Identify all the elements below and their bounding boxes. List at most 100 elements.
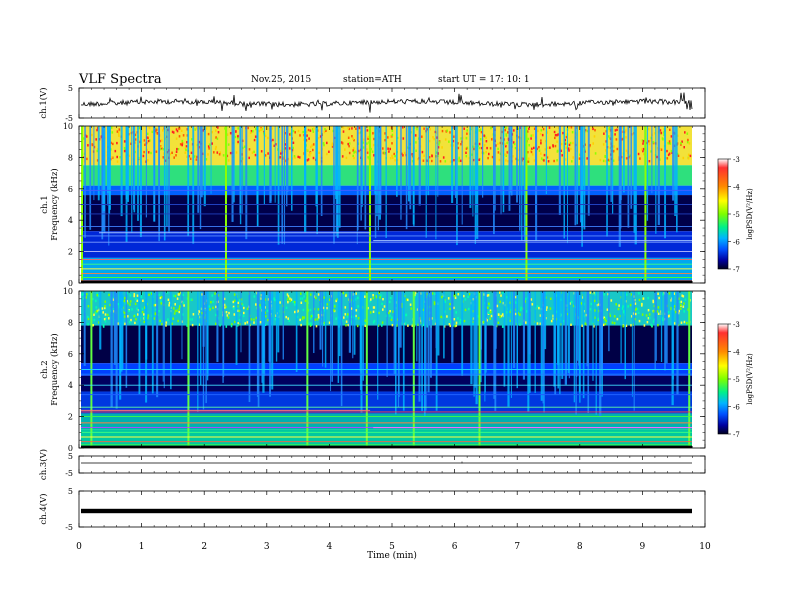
spectrogram-speckle (389, 314, 391, 317)
spectrogram-speckle (174, 309, 177, 313)
spectrogram-speckle (438, 141, 441, 144)
spectrogram-speckle (246, 321, 249, 324)
spectrogram-speckle (219, 324, 221, 327)
spectrogram-speckle (613, 145, 615, 148)
spectrogram-speckle (552, 317, 554, 320)
spectrogram-speckle (175, 154, 177, 157)
spectrogram-speckle (293, 301, 296, 304)
spectrogram-speckle (134, 321, 136, 325)
impulse-streak (651, 126, 653, 194)
spectrogram-speckle (350, 315, 353, 318)
spectrogram-speckle (136, 299, 139, 302)
impulse-streak (425, 291, 427, 411)
spectrogram-speckle (622, 325, 624, 328)
spectrogram-speckle (289, 299, 291, 303)
spectrogram-speckle (308, 154, 310, 157)
spectrogram-speckle (643, 152, 645, 156)
impulse-streak (316, 126, 318, 235)
spectrogram-speckle (487, 306, 489, 309)
spectrogram-speckle (323, 130, 326, 134)
impulse-streak (108, 126, 111, 214)
impulse-streak (631, 291, 633, 397)
spectrogram-base (81, 445, 692, 448)
spectrogram-speckle (372, 306, 375, 309)
spectrogram-speckle (647, 296, 649, 300)
spectrogram-speckle (389, 157, 392, 160)
spectrogram-speckle (373, 319, 376, 323)
spectrogram-speckle (294, 156, 296, 159)
spectrogram-speckle (109, 303, 111, 307)
impulse-streak (263, 126, 266, 205)
spectrogram-speckle (96, 310, 98, 313)
spectrogram-speckle (454, 324, 456, 328)
spectrogram-speckle (612, 159, 615, 162)
spectrogram-speckle (127, 315, 129, 318)
spectrogram-speckle (366, 142, 368, 145)
spectrogram-speckle (233, 299, 236, 302)
spectrogram-speckle (253, 321, 255, 324)
spectrogram-speckle (131, 308, 133, 311)
spectrogram-speckle (678, 309, 680, 313)
impulse-streak (654, 291, 656, 371)
spectrogram-speckle (362, 146, 365, 149)
spectrogram-speckle (356, 324, 359, 328)
impulse-streak (510, 126, 512, 193)
impulse-streak (606, 126, 608, 237)
spectrogram-speckle (486, 294, 488, 297)
spectrogram-speckle (457, 293, 460, 296)
spectrogram-speckle (169, 152, 172, 156)
spectrogram-speckle (87, 323, 89, 326)
spectrogram-speckle (443, 310, 446, 313)
spectrogram-speckle (668, 292, 671, 295)
spectrogram-speckle (193, 155, 196, 158)
spectrogram-speckle (463, 127, 465, 130)
spectrogram-speckle (293, 155, 296, 158)
spectrogram-speckle (477, 315, 479, 318)
impulse-streak (153, 126, 155, 202)
spectrogram-speckle (167, 318, 169, 321)
spectrogram-speckle (444, 299, 446, 302)
spectrogram-speckle (654, 132, 656, 135)
impulse-streak (553, 291, 555, 387)
spectrogram-speckle (146, 132, 149, 135)
spectrogram-speckle (372, 132, 374, 135)
spectrogram-speckle (673, 322, 676, 325)
spectrogram-speckle (182, 293, 184, 296)
spectrogram-speckle (352, 154, 354, 158)
spectrogram-speckle (423, 154, 425, 157)
spectrogram-speckle (504, 128, 506, 132)
spectrogram-speckle (154, 303, 157, 307)
impulse-streak (534, 291, 536, 393)
spectrogram-speckle (270, 300, 272, 304)
spectrogram-speckle (465, 151, 467, 154)
spectrogram-speckle (189, 318, 191, 321)
spectrogram-speckle (346, 315, 349, 318)
spectrogram-speckle (391, 133, 394, 137)
spectrogram-speckle (173, 156, 175, 159)
spectrogram-speckle (128, 154, 130, 157)
spectrogram-speckle (680, 300, 683, 304)
spectrogram-speckle (207, 145, 210, 148)
spectrogram-speckle (112, 297, 114, 300)
spectrogram-speckle (500, 294, 502, 297)
spectrogram-speckle (352, 147, 355, 150)
spectrogram-speckle (459, 321, 461, 324)
spectrogram-speckle (539, 132, 542, 136)
spectrogram-speckle (102, 324, 105, 327)
spectrogram-speckle (560, 142, 563, 146)
x-tick-label: 10 (699, 542, 711, 552)
spectrogram-speckle (364, 324, 366, 327)
spectrogram-speckle (488, 302, 490, 305)
spectrogram-speckle (108, 293, 110, 297)
spectrogram-speckle (123, 146, 126, 150)
spectrogram-speckle (154, 127, 157, 131)
impulse-streak (437, 291, 440, 356)
spectrogram-speckle (300, 323, 302, 327)
impulse-streak (240, 291, 242, 353)
spectrogram-speckle (448, 140, 450, 143)
spectrogram-speckle (681, 294, 683, 297)
spectrogram-speckle (307, 128, 310, 132)
spectrogram-speckle (191, 318, 193, 321)
impulse-streak (93, 126, 95, 201)
spectrogram-speckle (344, 313, 347, 316)
